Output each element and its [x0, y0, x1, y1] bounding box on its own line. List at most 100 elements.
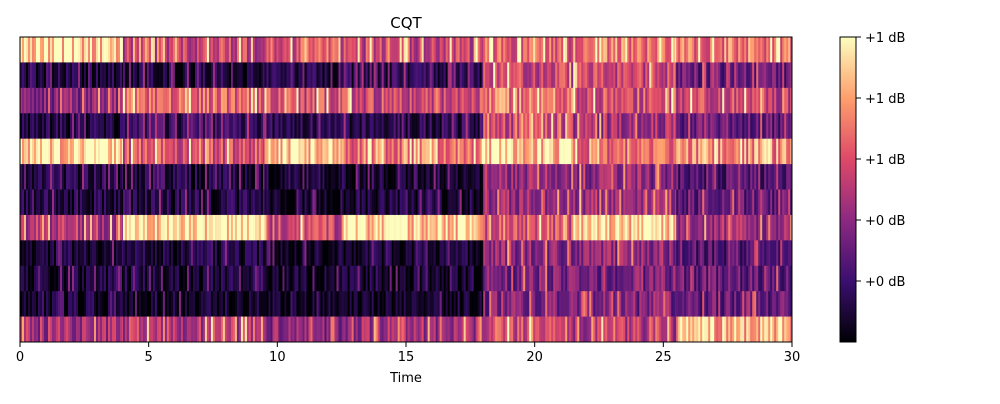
heatmap-cell — [165, 240, 167, 266]
heatmap-cell — [278, 240, 280, 266]
heatmap-cell — [716, 266, 718, 292]
heatmap-cell — [139, 37, 141, 63]
heatmap-cell — [225, 113, 227, 139]
heatmap-cell — [571, 291, 573, 317]
heatmap-cell — [131, 190, 133, 216]
heatmap-cell — [726, 139, 728, 165]
heatmap-cell — [102, 190, 104, 216]
heatmap-cell — [720, 113, 722, 139]
heatmap-cell — [591, 88, 593, 114]
heatmap-cell — [728, 266, 730, 292]
heatmap-cell — [163, 113, 165, 139]
heatmap-cell — [38, 88, 40, 114]
heatmap-cell — [684, 317, 686, 343]
heatmap-cell — [384, 215, 386, 241]
heatmap-cell — [565, 190, 567, 216]
heatmap-cell — [462, 164, 464, 190]
heatmap-cell — [185, 266, 187, 292]
heatmap-cell — [623, 266, 625, 292]
heatmap-cell — [249, 62, 251, 88]
heatmap-cell — [264, 62, 266, 88]
heatmap-cell — [308, 291, 310, 317]
heatmap-cell — [157, 164, 159, 190]
heatmap-cell — [487, 37, 489, 63]
heatmap-cell — [197, 164, 199, 190]
heatmap-cell — [593, 88, 595, 114]
heatmap-cell — [704, 139, 706, 165]
heatmap-cell — [98, 240, 100, 266]
heatmap-cell — [432, 317, 434, 343]
heatmap-cell — [50, 113, 52, 139]
heatmap-cell — [577, 190, 579, 216]
x-tick-label: 5 — [145, 350, 153, 365]
heatmap-cell — [364, 291, 366, 317]
heatmap-cell — [764, 164, 766, 190]
heatmap-cell — [414, 240, 416, 266]
heatmap-cell — [155, 291, 157, 317]
heatmap-cell — [474, 190, 476, 216]
heatmap-cell — [84, 139, 86, 165]
heatmap-cell — [519, 266, 521, 292]
heatmap-cell — [615, 291, 617, 317]
heatmap-cell — [286, 164, 288, 190]
heatmap-cell — [631, 215, 633, 241]
heatmap-cell — [750, 190, 752, 216]
heatmap-cell — [100, 62, 102, 88]
heatmap-cell — [149, 317, 151, 343]
heatmap-cell — [772, 291, 774, 317]
heatmap-cell — [665, 88, 667, 114]
heatmap-cell — [529, 37, 531, 63]
heatmap-cell — [726, 37, 728, 63]
heatmap-cell — [418, 291, 420, 317]
heatmap-cell — [274, 291, 276, 317]
heatmap-cell — [195, 37, 197, 63]
heatmap-cell — [54, 62, 56, 88]
heatmap-cell — [573, 190, 575, 216]
heatmap-cell — [151, 215, 153, 241]
heatmap-cell — [619, 37, 621, 63]
heatmap-cell — [191, 190, 193, 216]
heatmap-cell — [255, 113, 257, 139]
heatmap-cell — [213, 266, 215, 292]
heatmap-cell — [382, 291, 384, 317]
heatmap-cell — [462, 190, 464, 216]
heatmap-cell — [62, 88, 64, 114]
heatmap-cell — [221, 139, 223, 165]
heatmap-cell — [318, 291, 320, 317]
heatmap-cell — [786, 215, 788, 241]
heatmap-cell — [583, 291, 585, 317]
heatmap-cell — [384, 291, 386, 317]
heatmap-cell — [774, 317, 776, 343]
heatmap-cell — [322, 317, 324, 343]
heatmap-cell — [418, 113, 420, 139]
heatmap-cell — [247, 215, 249, 241]
heatmap-cell — [334, 62, 336, 88]
heatmap-cell — [376, 164, 378, 190]
heatmap-cell — [708, 317, 710, 343]
heatmap-cell — [657, 317, 659, 343]
heatmap-cell — [314, 113, 316, 139]
heatmap-cell — [716, 190, 718, 216]
heatmap-cell — [511, 240, 513, 266]
heatmap-cell — [66, 37, 68, 63]
heatmap-cell — [225, 317, 227, 343]
heatmap-cell — [348, 62, 350, 88]
heatmap-cell — [120, 266, 122, 292]
heatmap-cell — [139, 62, 141, 88]
heatmap-cell — [442, 88, 444, 114]
heatmap-cell — [159, 37, 161, 63]
heatmap-cell — [66, 190, 68, 216]
heatmap-cell — [300, 190, 302, 216]
heatmap-cell — [88, 215, 90, 241]
heatmap-cell — [575, 88, 577, 114]
heatmap-cell — [217, 88, 219, 114]
heatmap-cell — [123, 266, 125, 292]
heatmap-cell — [88, 113, 90, 139]
heatmap-cell — [428, 37, 430, 63]
heatmap-cell — [398, 37, 400, 63]
heatmap-cell — [738, 62, 740, 88]
heatmap-cell — [392, 215, 394, 241]
heatmap-cell — [370, 37, 372, 63]
heatmap-cell — [678, 88, 680, 114]
heatmap-cell — [86, 266, 88, 292]
